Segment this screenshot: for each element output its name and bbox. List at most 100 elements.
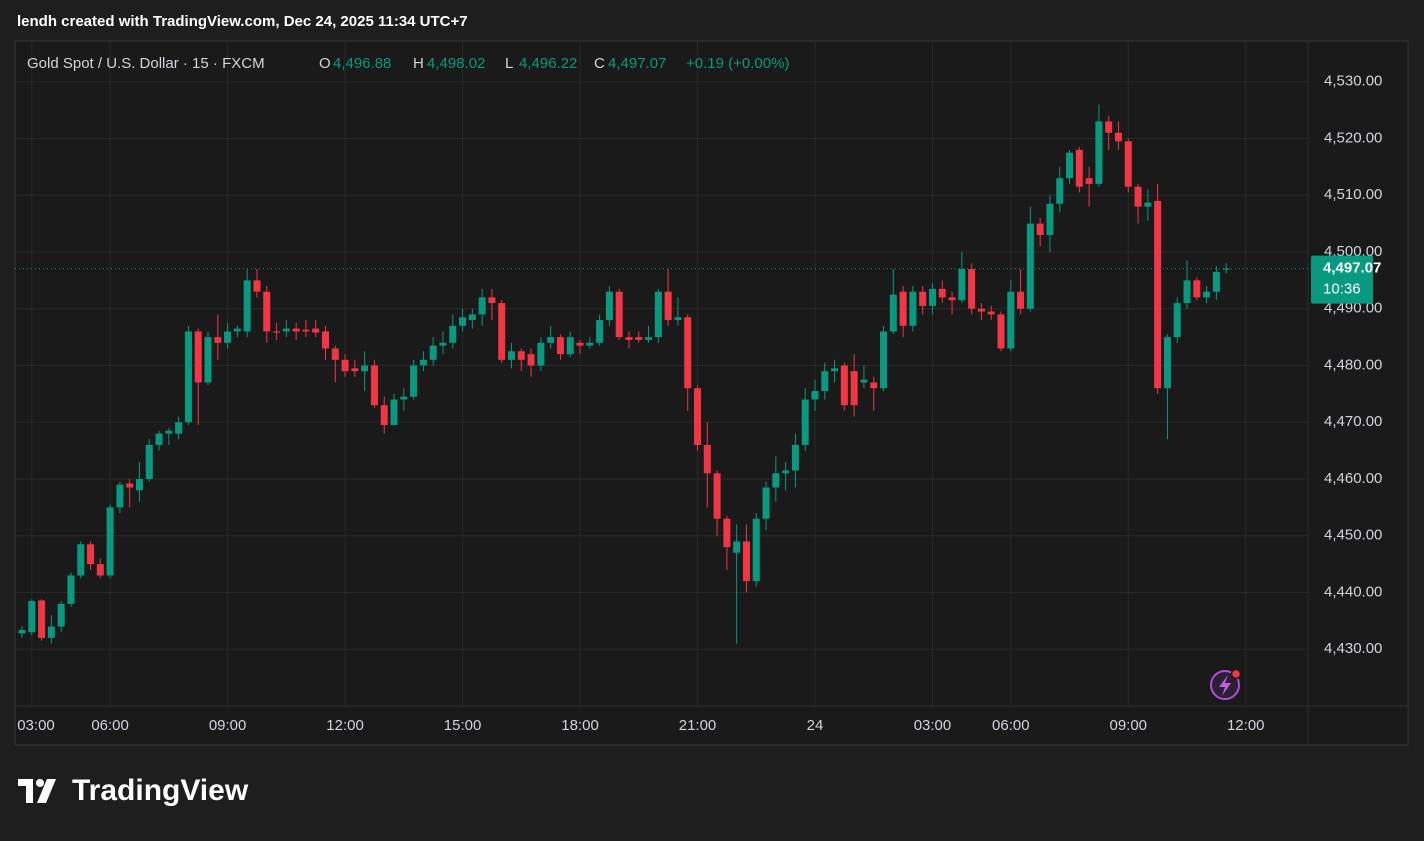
candle-body: [938, 288, 946, 298]
candle-body: [1007, 291, 1015, 349]
candle-body: [742, 541, 750, 582]
candle-body: [1046, 203, 1054, 235]
candle-body: [791, 444, 799, 471]
candle-body: [370, 365, 378, 406]
candle-body: [723, 518, 731, 548]
candle-body: [928, 288, 936, 306]
candle-body: [57, 603, 65, 627]
candle-body: [135, 478, 143, 491]
x-tick-label: 12:00: [326, 717, 364, 734]
candle-body: [831, 368, 839, 372]
credit: lendh created with TradingView.com, Dec …: [17, 13, 468, 30]
candle-body: [821, 371, 829, 392]
readout-value: 4,498.02: [427, 55, 485, 72]
candle-body: [429, 345, 437, 360]
candle-body: [459, 317, 467, 326]
candle-body: [1203, 291, 1211, 298]
price-tag-countdown: 10:36: [1323, 281, 1361, 298]
candle-body: [361, 365, 369, 372]
candle-body: [1085, 178, 1093, 184]
candle-body: [1154, 200, 1162, 389]
x-tick-label: 03:00: [914, 717, 952, 734]
candle-body: [253, 280, 261, 292]
candle-body: [1163, 337, 1171, 389]
candle-body: [1017, 291, 1025, 309]
alert-dot: [1230, 668, 1242, 680]
y-tick-label: 4,520.00: [1324, 129, 1382, 146]
grid: [15, 41, 1308, 706]
candle-body: [145, 444, 153, 479]
y-tick-label: 4,450.00: [1324, 527, 1382, 544]
candle-body: [654, 291, 662, 338]
candle-body: [1075, 149, 1083, 187]
candle-body: [1193, 280, 1201, 298]
candle-body: [155, 433, 163, 445]
candle-body: [175, 422, 183, 434]
candle-body: [449, 325, 457, 343]
y-tick-label: 4,480.00: [1324, 356, 1382, 373]
candle-body: [733, 541, 741, 553]
readout-value: 4,497.07: [608, 55, 666, 72]
candle-body: [321, 331, 329, 349]
candle-body: [1095, 121, 1103, 184]
candle-body: [38, 600, 46, 638]
candle-body: [625, 337, 633, 340]
candle-body: [126, 483, 134, 488]
candle-body: [860, 379, 868, 383]
candle-body: [517, 351, 525, 360]
readout-key: C: [594, 55, 605, 72]
candle-body: [1144, 202, 1152, 207]
candle-body: [596, 320, 604, 343]
candle-body: [165, 430, 173, 434]
candle-body: [889, 294, 897, 332]
readout-key: L: [505, 55, 513, 72]
candle-body: [850, 371, 858, 406]
x-tick-label: 24: [807, 717, 824, 734]
chart-frame: [14, 40, 1409, 746]
candle-body: [752, 518, 760, 582]
alert-icon[interactable]: [1210, 668, 1242, 700]
candle-body: [772, 473, 780, 488]
candle-body: [566, 337, 574, 355]
candle-body: [977, 308, 985, 312]
candle-body: [351, 368, 359, 372]
candle-body: [273, 331, 281, 333]
candle-body: [713, 473, 721, 519]
candle-body: [400, 396, 408, 400]
x-tick-label: 15:00: [444, 717, 482, 734]
x-tick-label: 03:00: [17, 717, 55, 734]
candle-body: [243, 280, 251, 332]
candle-body: [1026, 223, 1034, 309]
candle-body: [488, 297, 496, 304]
candle-body: [909, 291, 917, 326]
x-tick-label: 06:00: [91, 717, 129, 734]
candle-body: [341, 359, 349, 372]
y-tick-label: 4,430.00: [1324, 640, 1382, 657]
candle-body: [224, 331, 232, 343]
candle-body: [811, 391, 819, 400]
candle-body: [1222, 268, 1230, 270]
alert-bolt: [1219, 675, 1231, 696]
candle-body: [439, 342, 447, 346]
candle-body: [419, 359, 427, 366]
candle-body: [968, 269, 976, 309]
candle-body: [1134, 186, 1142, 207]
candle-body: [87, 544, 95, 565]
candle-body: [664, 291, 672, 321]
candle-body: [1183, 280, 1191, 304]
candle-body: [18, 629, 26, 634]
candle-body: [782, 470, 790, 474]
readout-value: 4,496.22: [519, 55, 577, 72]
candle-body: [527, 354, 535, 366]
y-tick-label: 4,490.00: [1324, 300, 1382, 317]
candle-body: [410, 365, 418, 397]
candle-body: [194, 331, 202, 383]
candle-body: [214, 337, 222, 343]
candle-body: [106, 507, 114, 576]
x-tick-label: 09:00: [1109, 717, 1147, 734]
logo-mark: [18, 779, 33, 803]
candle-body: [547, 337, 555, 343]
candle-body: [478, 297, 486, 315]
x-tick-label: 18:00: [561, 717, 599, 734]
